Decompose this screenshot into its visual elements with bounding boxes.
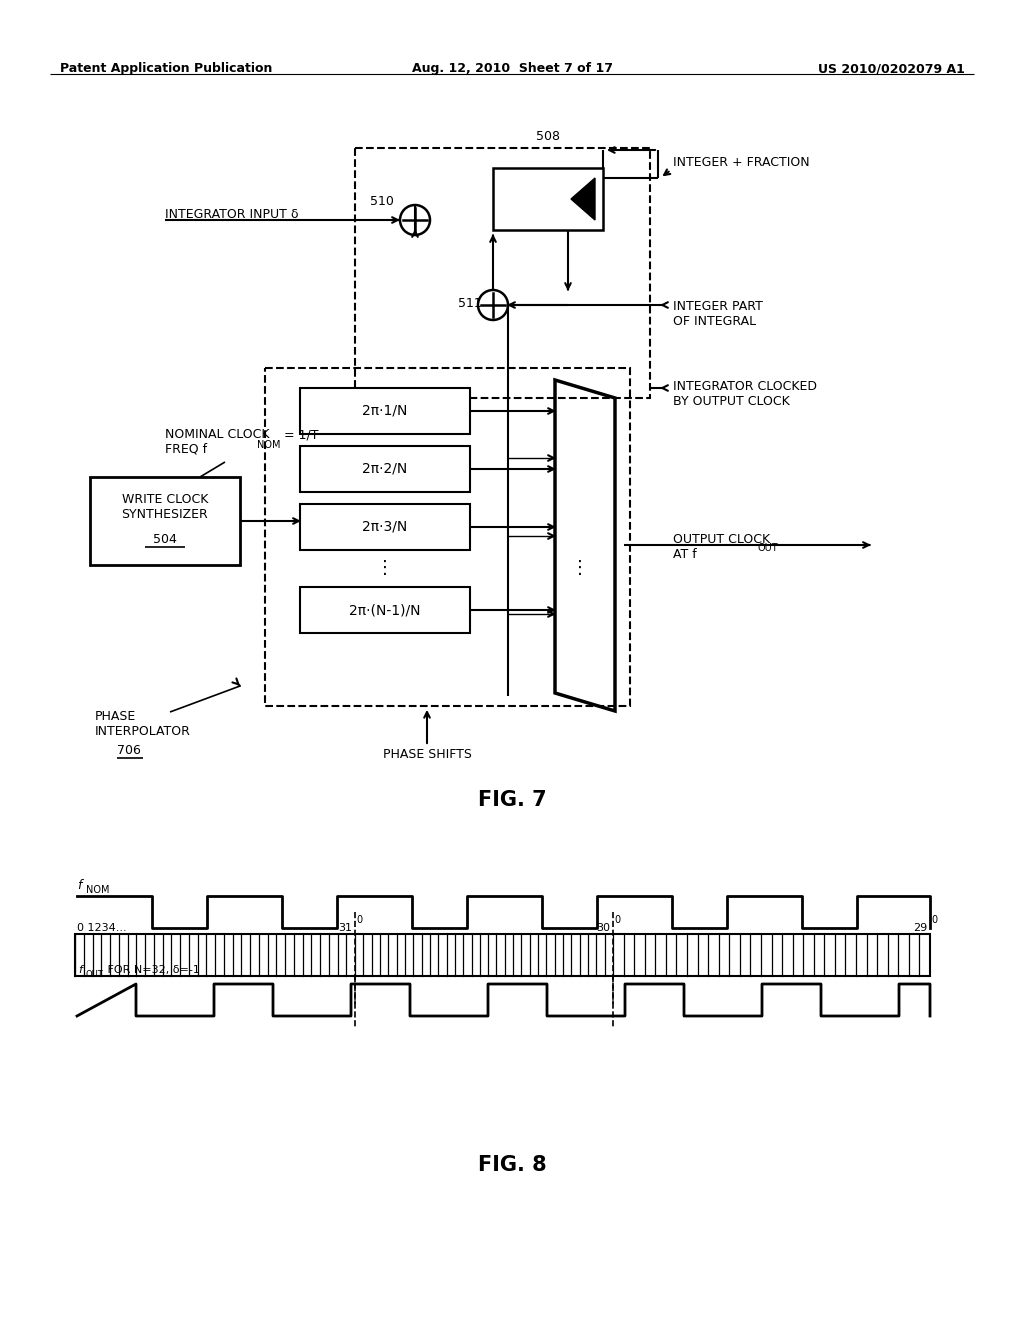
Text: NOM: NOM (257, 440, 281, 450)
Text: 508: 508 (536, 129, 560, 143)
Text: 31: 31 (338, 923, 352, 933)
Text: NOMINAL CLOCK
FREQ f: NOMINAL CLOCK FREQ f (165, 428, 269, 455)
Bar (300, 446, 470, 492)
Text: 0: 0 (356, 915, 362, 925)
Text: 510: 510 (370, 195, 394, 209)
Text: 0: 0 (614, 915, 621, 925)
Text: f: f (78, 965, 82, 975)
Text: 2π·1/N: 2π·1/N (362, 404, 408, 418)
Text: PHASE
INTERPOLATOR: PHASE INTERPOLATOR (95, 710, 190, 738)
Text: FOR N=32, δ=-1: FOR N=32, δ=-1 (104, 965, 200, 975)
Text: 0: 0 (931, 915, 937, 925)
Text: INTEGER + FRACTION: INTEGER + FRACTION (673, 157, 810, 169)
Text: US 2010/0202079 A1: US 2010/0202079 A1 (818, 62, 965, 75)
Text: OUT: OUT (758, 543, 778, 553)
Text: WRITE CLOCK
SYNTHESIZER: WRITE CLOCK SYNTHESIZER (122, 492, 208, 521)
Text: FIG. 8: FIG. 8 (477, 1155, 547, 1175)
Bar (300, 388, 470, 434)
Bar (493, 168, 603, 230)
Text: ⋮: ⋮ (376, 558, 394, 577)
Text: 0 1234...: 0 1234... (77, 923, 127, 933)
Text: f: f (77, 879, 81, 892)
Text: 504: 504 (153, 533, 177, 546)
Text: 511: 511 (458, 297, 481, 310)
Text: OUT: OUT (86, 970, 103, 979)
Text: = 1/T: = 1/T (280, 428, 318, 441)
Text: NOM: NOM (86, 884, 110, 895)
Text: 29: 29 (912, 923, 927, 933)
Bar (265, 368, 630, 706)
Text: OUTPUT CLOCK
AT f: OUTPUT CLOCK AT f (673, 533, 770, 561)
Polygon shape (571, 178, 595, 220)
Text: Patent Application Publication: Patent Application Publication (60, 62, 272, 75)
Text: Aug. 12, 2010  Sheet 7 of 17: Aug. 12, 2010 Sheet 7 of 17 (412, 62, 612, 75)
Text: 2π·3/N: 2π·3/N (362, 520, 408, 535)
Text: 2π·(N-1)/N: 2π·(N-1)/N (349, 603, 421, 616)
Text: 2π·2/N: 2π·2/N (362, 462, 408, 477)
Bar (300, 587, 470, 634)
Bar (75, 935, 930, 975)
Bar (300, 504, 470, 550)
Bar (90, 477, 240, 565)
Text: 30: 30 (596, 923, 610, 933)
Bar (355, 148, 650, 399)
Text: 706: 706 (117, 744, 141, 756)
Text: ⋮: ⋮ (571, 558, 589, 577)
Text: PHASE SHIFTS: PHASE SHIFTS (383, 748, 471, 762)
Text: INTEGRATOR INPUT δ: INTEGRATOR INPUT δ (165, 209, 299, 220)
Text: INTEGER PART
OF INTEGRAL: INTEGER PART OF INTEGRAL (673, 300, 763, 327)
Text: INTEGRATOR CLOCKED
BY OUTPUT CLOCK: INTEGRATOR CLOCKED BY OUTPUT CLOCK (673, 380, 817, 408)
Text: FIG. 7: FIG. 7 (477, 789, 547, 810)
